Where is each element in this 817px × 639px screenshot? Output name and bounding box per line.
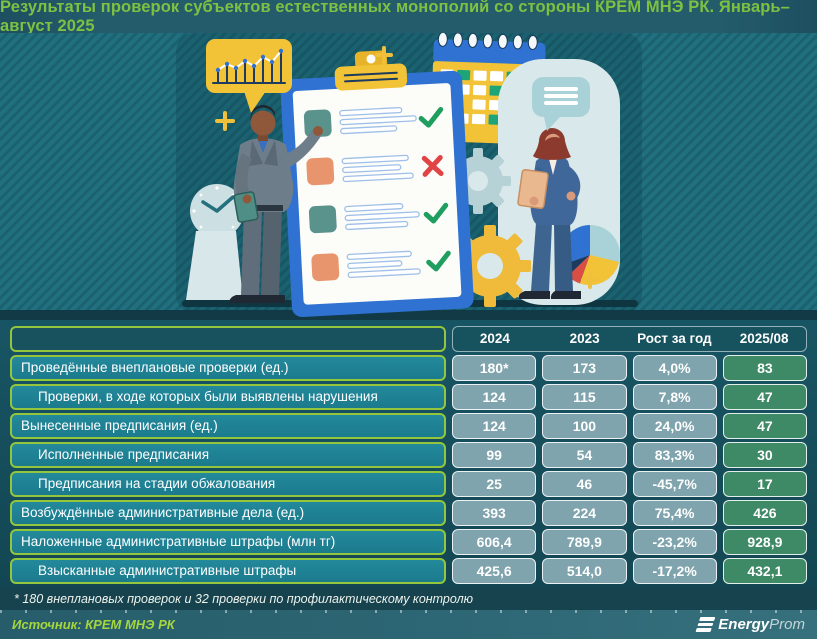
logo-text: EnergyProm [718,616,805,633]
value-cell: 514,0 [542,558,627,584]
table-row: Взысканные административные штрафы 425,6 5… [10,558,807,584]
value-cell: 180* [452,355,537,381]
value-cell-2025-08: 17 [722,471,807,497]
results-table: 2024 2023 Рост за год 2025/08 Проведённы… [0,320,817,588]
value-cell: 789,9 [542,529,627,555]
logo-text-light: Prom [769,616,805,633]
table-body: Проведённые внеплановые проверки (ед.) 18… [10,355,807,584]
title-bar: Результаты проверок субъектов естественн… [0,0,817,35]
value-cell-2025-08: 83 [722,355,807,381]
light-wedge-shape [186,231,243,300]
table-row: Исполненные предписания 99 54 83,3% 30 [10,442,807,468]
value-cell-2025-08: 928,9 [722,529,807,555]
column-header-2025-08: 2025/08 [739,331,789,347]
speech-bubble-icon [532,77,590,131]
value-cell: 224 [542,500,627,526]
value-cell: -23,2% [632,529,717,555]
energyprom-logo: EnergyProm [695,616,805,633]
checklist-illustration [0,33,817,320]
table-row: Возбуждённые административные дела (ед.)… [10,500,807,526]
value-cell-2025-08: 432,1 [722,558,807,584]
value-cell: 83,3% [632,442,717,468]
footnote-text: * 180 внеплановых проверок и 32 проверки… [14,592,474,606]
value-cell: 4,0% [632,355,717,381]
value-cell: 124 [452,384,537,410]
value-cell: 100 [542,413,627,439]
row-label: Взысканные административные штрафы [10,558,446,584]
document-icon [517,169,549,209]
logo-text-bold: Energy [718,616,770,633]
row-label: Наложенные административные штрафы (млн … [10,529,446,555]
value-cell-2025-08: 426 [722,500,807,526]
header-columns-box: 2024 2023 Рост за год 2025/08 [452,326,807,352]
businesswoman-figure [517,128,581,299]
column-header-2024: 2024 [479,331,510,347]
checklist-item [303,106,444,138]
row-label: Возбуждённые административные дела (ед.) [10,500,446,526]
illustration-svg [0,33,817,320]
check-icon [418,106,444,128]
table-row: Предписания на стадии обжалования 25 46 -45… [10,471,807,497]
table-row: Проведённые внеплановые проверки (ед.) 18… [10,355,807,381]
ground-band [0,310,817,320]
businessman-figure [229,105,323,303]
table-row: Вынесенные предписания (ед.) 124 100 24,0% 4… [10,413,807,439]
cross-icon [421,155,444,177]
value-cell: 425,6 [452,558,537,584]
check-icon [423,202,449,224]
value-cell-2025-08: 30 [722,442,807,468]
value-cell: -17,2% [632,558,717,584]
line-chart-bubble-icon [206,39,292,113]
checklist-item [311,250,451,282]
footnote-bar: * 180 внеплановых проверок и 32 проверки… [0,588,817,610]
value-cell: 99 [452,442,537,468]
tablet-icon [233,191,259,223]
value-cell: 124 [452,413,537,439]
column-header-2023: 2023 [569,331,600,347]
row-label: Исполненные предписания [10,442,446,468]
page-title: Результаты проверок субъектов естественн… [0,0,790,35]
value-cell-2025-08: 47 [722,384,807,410]
plus-icon [215,46,599,289]
table-row: Проверки, в ходе которых были выявлены н… [10,384,807,410]
value-cell: 46 [542,471,627,497]
footer-bar: Источник: КРЕМ МНЭ РК EnergyProm [0,610,817,639]
value-cell: 173 [542,355,627,381]
value-cell: 75,4% [632,500,717,526]
value-cell: 24,0% [632,413,717,439]
value-cell: 393 [452,500,537,526]
value-cell-2025-08: 47 [722,413,807,439]
source-text: Источник: КРЕМ МНЭ РК [12,617,175,632]
value-cell: 54 [542,442,627,468]
value-cell: -45,7% [632,471,717,497]
check-icon [426,250,451,272]
gear-yellow-icon [449,225,531,307]
table-row: Наложенные административные штрафы (млн … [10,529,807,555]
value-cell: 115 [542,384,627,410]
header-empty-cell [10,326,446,352]
checklist-item [308,202,449,234]
checklist-item [306,154,444,186]
column-header-growth: Рост за год [637,331,712,347]
table-header-row: 2024 2023 Рост за год 2025/08 [10,326,807,352]
row-label: Вынесенные предписания (ед.) [10,413,446,439]
value-cell: 606,4 [452,529,537,555]
row-label: Проведённые внеплановые проверки (ед.) [10,355,446,381]
value-cell: 25 [452,471,537,497]
row-label: Проверки, в ходе которых были выявлены н… [10,384,446,410]
value-cell: 7,8% [632,384,717,410]
row-label: Предписания на стадии обжалования [10,471,446,497]
energyprom-bars-icon [695,617,716,632]
clipboard-checklist [280,50,474,317]
